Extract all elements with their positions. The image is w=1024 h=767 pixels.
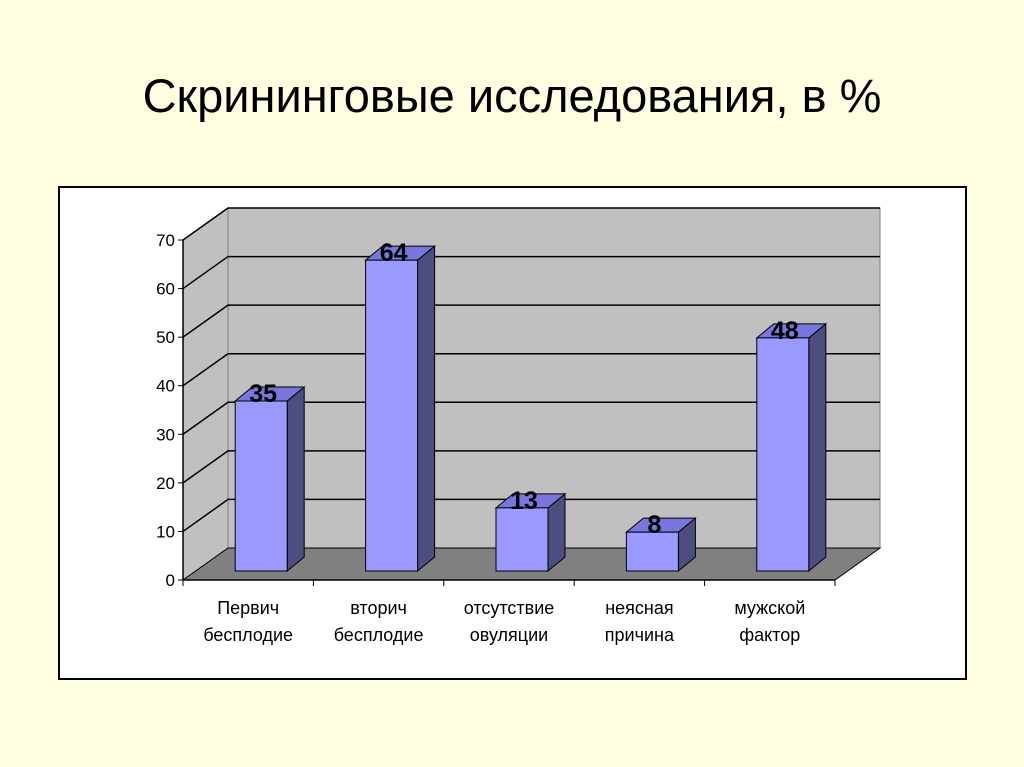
gridline bbox=[182, 207, 880, 241]
x-tick-label: неясная bbox=[605, 598, 673, 618]
bar bbox=[495, 507, 549, 572]
y-tick-label: 30 bbox=[156, 425, 175, 444]
x-tick-label: мужской bbox=[734, 598, 805, 618]
x-tick-label: причина bbox=[605, 625, 675, 645]
slide-title: Скрининговые исследования, в % bbox=[142, 69, 882, 122]
y-tick-label: 40 bbox=[156, 377, 175, 396]
x-tick-label: Первич bbox=[217, 598, 279, 618]
x-tick-label: вторич bbox=[350, 598, 407, 618]
bar bbox=[234, 400, 288, 572]
y-tick-label: 10 bbox=[156, 522, 175, 541]
y-tick-label: 70 bbox=[156, 231, 175, 250]
x-tick-label: отсутствие bbox=[464, 598, 555, 618]
y-tick-label: 20 bbox=[156, 474, 175, 493]
bar bbox=[625, 531, 679, 572]
x-tick-label: бесплодие bbox=[334, 625, 424, 645]
bar-side bbox=[286, 385, 305, 573]
gridline bbox=[182, 498, 880, 533]
y-tick-label: 0 bbox=[166, 571, 175, 590]
gridline bbox=[182, 255, 880, 290]
x-tick-label: бесплодие bbox=[203, 625, 293, 645]
side-wall bbox=[182, 207, 229, 581]
gridline bbox=[182, 450, 880, 484]
data-label: 8 bbox=[647, 511, 661, 539]
y-tick-label: 50 bbox=[156, 328, 175, 347]
x-tick-label: овуляции bbox=[470, 625, 548, 645]
x-tick-label: фактор bbox=[739, 625, 800, 645]
bar-side bbox=[417, 245, 436, 573]
data-label: 35 bbox=[249, 380, 277, 408]
bar bbox=[365, 259, 419, 572]
data-label: 48 bbox=[771, 317, 799, 345]
y-tick-label: 60 bbox=[156, 280, 175, 299]
data-label: 13 bbox=[510, 487, 538, 515]
bar bbox=[756, 337, 810, 572]
gridline bbox=[182, 352, 880, 387]
gridline bbox=[182, 304, 880, 338]
gridline bbox=[182, 401, 880, 435]
data-label: 64 bbox=[380, 239, 408, 267]
bar-side bbox=[808, 322, 827, 573]
